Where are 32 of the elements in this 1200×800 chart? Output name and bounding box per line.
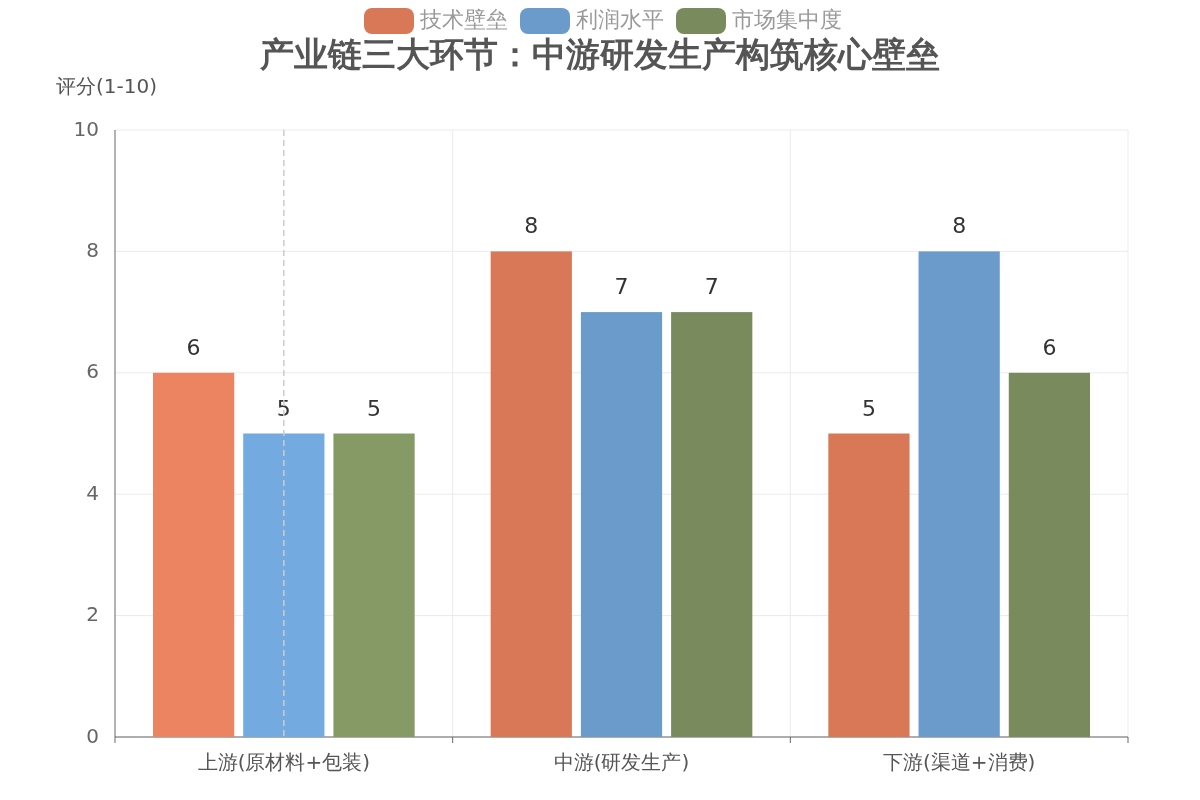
bar: [918, 251, 1000, 737]
data-label: 6: [1042, 334, 1057, 360]
x-tick-label: 上游(原材料+包装): [197, 749, 371, 774]
data-label: 5: [861, 395, 876, 421]
bar: [1008, 372, 1090, 737]
data-label: 8: [952, 213, 967, 239]
y-axis-title: 评分(1-10): [56, 73, 157, 98]
legend-label: 技术壁垒: [419, 7, 508, 32]
bar: [671, 312, 753, 737]
data-label: 5: [276, 395, 291, 421]
data-label: 5: [367, 395, 382, 421]
bar: [828, 433, 910, 737]
data-label: 7: [614, 274, 629, 300]
chart-title: 产业链三大环节：中游研发生产构筑核心壁垒: [259, 33, 940, 74]
y-tick-label: 4: [86, 480, 99, 505]
bar: [333, 433, 415, 737]
y-tick-label: 10: [73, 116, 99, 141]
data-label: 6: [186, 334, 201, 360]
y-tick-label: 2: [86, 602, 99, 627]
data-label: 8: [524, 213, 539, 239]
y-tick-label: 6: [86, 359, 99, 384]
bar: [153, 372, 235, 737]
x-tick-label: 中游(研发生产): [553, 749, 690, 774]
legend-label: 市场集中度: [732, 7, 842, 32]
y-tick-label: 0: [86, 723, 99, 748]
bar: [490, 251, 572, 737]
x-tick-label: 下游(渠道+消费): [882, 749, 1036, 774]
legend-label: 利润水平: [576, 7, 664, 32]
bar: [580, 312, 663, 737]
bar: [243, 433, 325, 737]
y-tick-label: 8: [86, 237, 99, 262]
data-label: 7: [704, 274, 719, 300]
